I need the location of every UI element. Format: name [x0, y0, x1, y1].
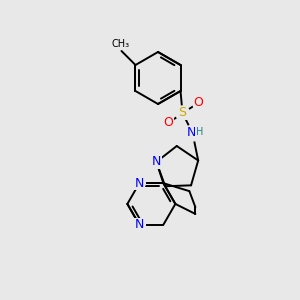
Text: O: O: [194, 97, 203, 110]
Text: N: N: [135, 177, 144, 190]
Circle shape: [176, 106, 190, 120]
Text: N: N: [152, 155, 161, 168]
Text: O: O: [164, 116, 173, 130]
Circle shape: [134, 177, 146, 189]
Text: S: S: [178, 106, 187, 119]
Circle shape: [193, 97, 205, 109]
Circle shape: [163, 117, 175, 129]
Circle shape: [150, 156, 162, 168]
Circle shape: [184, 125, 200, 141]
Text: N: N: [135, 218, 144, 231]
Text: N: N: [187, 127, 196, 140]
Text: H: H: [196, 127, 203, 137]
Circle shape: [134, 219, 146, 231]
Text: CH₃: CH₃: [111, 39, 130, 49]
